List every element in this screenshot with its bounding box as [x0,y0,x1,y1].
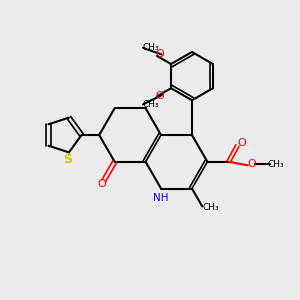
Text: O: O [155,50,164,59]
Text: CH₃: CH₃ [267,160,284,169]
Text: S: S [63,153,72,166]
Text: CH₃: CH₃ [143,100,160,109]
Text: O: O [98,178,106,189]
Text: CH₃: CH₃ [143,43,160,52]
Text: NH: NH [153,193,168,203]
Text: CH₃: CH₃ [202,203,219,212]
Text: O: O [238,138,246,148]
Text: O: O [155,91,164,101]
Text: O: O [247,159,256,169]
